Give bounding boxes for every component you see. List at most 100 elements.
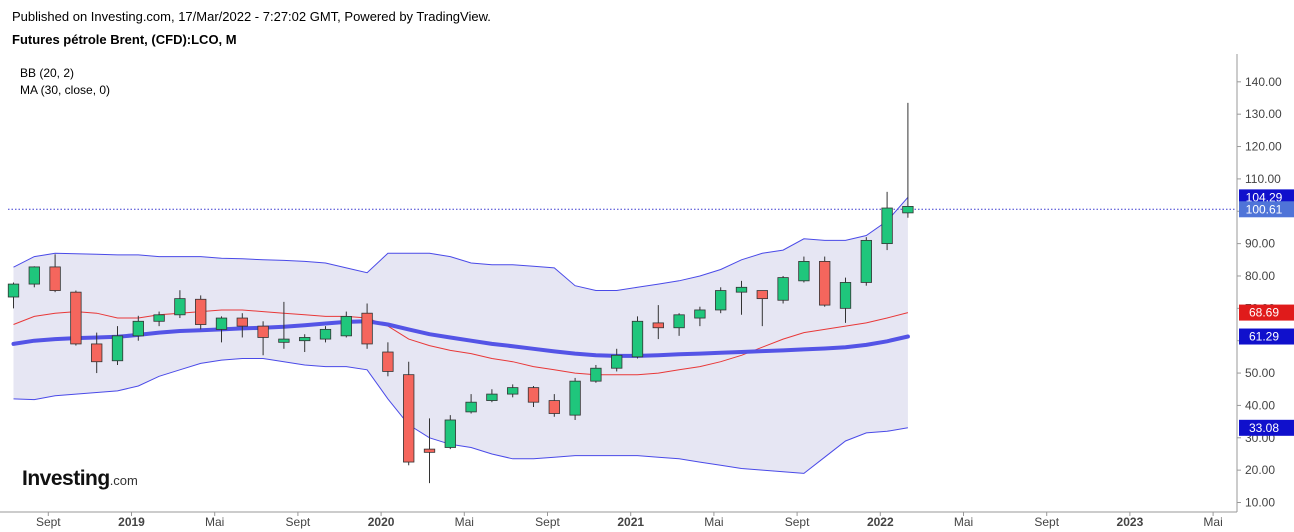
candle-body [631,320,644,358]
time-tick-label: Sept [286,515,311,529]
candle[interactable] [361,303,373,349]
candle[interactable] [798,256,810,283]
indicator-ma-label[interactable]: MA (30, close, 0) [20,83,111,97]
time-axis[interactable]: Sept 2019 Mai Sept 2020 Mai Sept 2021 Mai Sept 202… [0,511,1237,529]
candle-body [465,401,477,413]
candle[interactable] [611,348,623,372]
ma-line [11,319,910,358]
candle[interactable] [756,290,768,327]
time-tick-label: 2023 [1117,515,1144,529]
candle[interactable] [673,313,685,336]
bollinger-band [13,196,909,474]
candle[interactable] [132,315,144,341]
price-tick-label: 110.00 [1245,172,1281,186]
time-tick-label: 2021 [617,515,644,529]
candle[interactable] [694,306,706,327]
price-axis[interactable]: 10.0020.0030.0040.0050.0060.0070.0080.00… [1236,54,1282,512]
investing-logo: Investing.com [22,467,138,491]
price-label-text: 104.29 [1246,190,1283,204]
price-tick-label: 120.00 [1245,140,1282,154]
candle-body [590,367,602,382]
candle-body [319,328,332,340]
candle[interactable] [70,290,82,346]
candle[interactable] [486,389,498,403]
candle-body [278,338,290,343]
bollinger-fill [13,197,908,474]
candle[interactable] [340,311,352,338]
time-tick-label: 2019 [118,515,145,529]
candle-body [28,266,40,285]
time-tick-label: Mai [954,515,973,529]
candle[interactable] [28,266,40,288]
candle[interactable] [881,191,893,251]
candle-body [361,312,373,345]
candle-body [340,316,352,337]
bollinger-lower-line [13,358,908,474]
moving-average [11,319,910,358]
candle[interactable] [7,282,20,309]
candle-body [111,335,124,362]
price-label-text: 68.69 [1249,306,1279,320]
candle[interactable] [49,254,61,293]
candle-body [215,317,228,330]
candle[interactable] [569,377,581,420]
candle-body [652,322,664,329]
candle[interactable] [465,394,477,414]
candle[interactable] [444,415,456,450]
candle-body [382,351,394,372]
candle[interactable] [257,321,269,356]
price-tick-label: 10.00 [1245,496,1275,510]
candle[interactable] [819,256,831,307]
candle[interactable] [777,275,789,304]
candle-body [673,314,685,329]
candle[interactable] [236,313,248,338]
price-tick-label: 130.00 [1245,107,1282,121]
price-label-bb-lower: 33.08 [1239,419,1294,436]
time-tick-label: Sept [785,515,810,529]
candle-body [569,380,581,416]
candle-body [839,282,852,309]
price-label-text: 33.08 [1249,421,1279,435]
candle[interactable] [590,364,602,383]
candle-body [49,266,61,291]
candle[interactable] [91,332,103,374]
candle-body [257,325,269,338]
candle[interactable] [839,277,852,323]
candle-body [153,314,165,322]
candle[interactable] [507,384,519,398]
candle[interactable] [215,316,228,343]
candle-body [91,343,103,363]
price-tick-label: 50.00 [1245,366,1275,380]
candle[interactable] [153,311,165,327]
price-tick-label: 80.00 [1245,269,1275,283]
time-tick-label: Mai [455,515,474,529]
price-label-bg [1239,328,1294,345]
price-label-text: 100.61 [1246,202,1283,216]
candle[interactable] [735,280,748,315]
candle[interactable] [527,386,540,408]
candle[interactable] [548,394,560,417]
candle[interactable] [111,326,124,365]
price-label-bg [1239,304,1294,321]
candle[interactable] [631,316,644,359]
candle-body [611,354,623,369]
candle[interactable] [403,361,415,466]
candle[interactable] [423,418,436,484]
indicator-bb-label[interactable]: BB (20, 2) [20,66,75,80]
candle[interactable] [715,287,727,314]
candle[interactable] [652,305,664,340]
candles[interactable] [7,102,914,484]
time-tick-label: Sept [535,515,560,529]
candle[interactable] [195,295,207,330]
candle[interactable] [299,334,311,353]
candle-body [423,448,436,453]
candle[interactable] [319,326,332,343]
candle[interactable] [382,342,394,377]
chart-title: Futures pétrole Brent, (CFD):LCO, M [12,32,237,47]
candle[interactable] [860,237,872,286]
candle[interactable] [278,301,290,349]
candle[interactable] [902,102,914,218]
candle[interactable] [174,290,186,319]
